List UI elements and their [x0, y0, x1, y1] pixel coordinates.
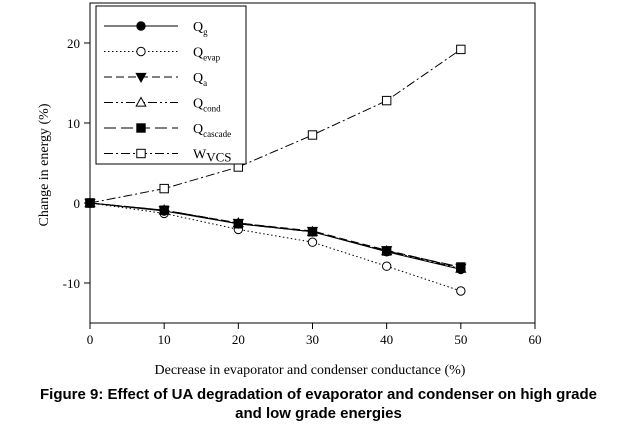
x-tick-label: 10	[158, 332, 171, 347]
data-point	[381, 95, 392, 106]
data-point	[233, 219, 244, 229]
data-point	[381, 261, 392, 271]
legend-marker	[136, 46, 146, 57]
data-point	[85, 198, 95, 208]
y-axis-label: Change in energy (%)	[37, 103, 52, 226]
series-line	[89, 202, 461, 269]
legend-marker	[136, 148, 146, 159]
legend-entry: Qcond	[104, 96, 221, 114]
x-tick-label: 50	[454, 332, 467, 347]
legend-marker	[135, 96, 147, 107]
series-line	[89, 202, 461, 270]
legend-marker	[136, 21, 146, 31]
x-tick-label: 60	[529, 332, 542, 347]
data-point	[456, 286, 466, 296]
y-tick-label: 20	[67, 36, 80, 51]
legend-entry: Qa	[104, 71, 207, 88]
series-line	[89, 202, 461, 268]
y-tick-label: 0	[74, 196, 81, 211]
data-point	[456, 264, 466, 275]
x-tick-label: 20	[232, 332, 245, 347]
x-axis-label: Decrease in evaporator and condenser con…	[155, 363, 466, 378]
legend: Qg Qevap Qa Qcond Qcascade WVCS	[95, 5, 247, 165]
legend-label: Qg	[193, 20, 208, 37]
series-q-evap	[85, 198, 466, 296]
legend-entry: WVCS	[104, 148, 232, 165]
line-chart: 0 10 20 30 40 50 60 -10 0 10 20 Decrease in evapo…	[37, 2, 542, 378]
data-point	[159, 206, 169, 216]
legend-label: Qcascade	[193, 122, 231, 139]
data-point	[381, 247, 392, 257]
legend-entry: Qevap	[104, 46, 221, 63]
series-layer	[84, 44, 467, 296]
legend-entry: Qcascade	[104, 122, 231, 139]
figure-caption: Figure 9: Effect of UA degradation of ev…	[0, 385, 637, 423]
data-point	[307, 130, 318, 140]
data-point	[456, 44, 466, 55]
legend-marker	[136, 123, 146, 133]
legend-entry: Qg	[104, 20, 208, 37]
y-tick-label: 10	[67, 116, 80, 131]
data-point	[159, 183, 169, 194]
legend-label: Qcond	[193, 97, 221, 114]
legend-box	[95, 5, 247, 165]
legend-marker	[135, 72, 147, 84]
legend-label: WVCS	[193, 148, 232, 165]
caption-line-1: Figure 9: Effect of UA degradation of ev…	[40, 386, 597, 403]
data-point	[307, 237, 318, 247]
x-axis: 0 10 20 30 40 50 60	[87, 323, 542, 347]
series-line	[89, 202, 461, 292]
caption-line-2: and low grade energies	[235, 405, 402, 422]
x-tick-label: 40	[380, 332, 393, 347]
y-axis: -10 0 10 20	[63, 36, 90, 291]
data-point	[307, 227, 318, 237]
x-tick-label: 30	[306, 332, 319, 347]
x-tick-label: 0	[87, 332, 94, 347]
series-q-cascade	[85, 198, 466, 272]
legend-label: Qa	[193, 71, 207, 88]
y-tick-label: -10	[63, 276, 80, 291]
series-q-g	[85, 198, 466, 275]
series-line	[89, 48, 462, 204]
legend-label: Qevap	[193, 46, 221, 63]
